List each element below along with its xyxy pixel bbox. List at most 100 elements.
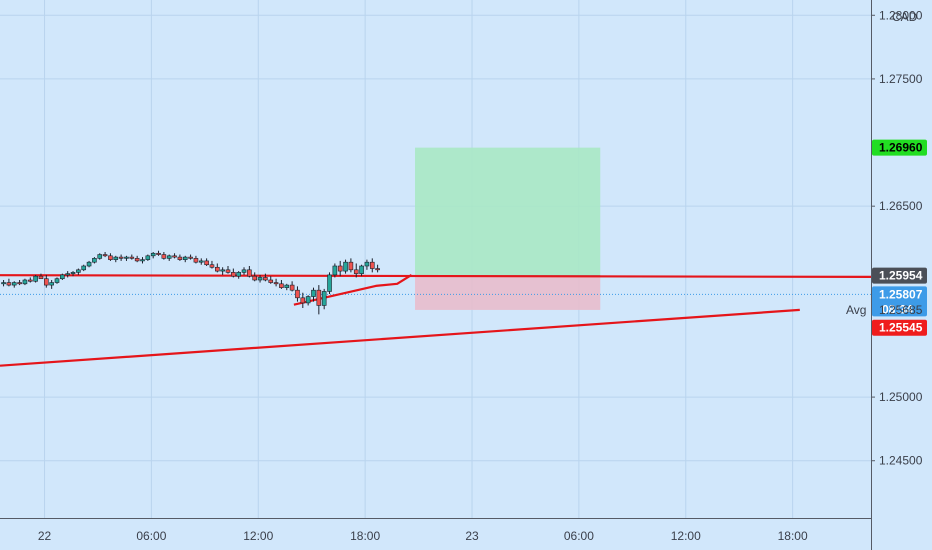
candle-body [263, 277, 268, 281]
candle [177, 254, 183, 261]
candle [209, 260, 215, 269]
candle [295, 286, 300, 302]
candle [49, 280, 54, 289]
candle [284, 283, 290, 291]
time-tick-label: 06:00 [136, 529, 166, 543]
candle-body [241, 269, 247, 273]
candle [33, 274, 38, 283]
candle-body [193, 258, 199, 263]
avg-value: 1.25685 [879, 303, 923, 317]
candle-body [332, 265, 338, 276]
loss-zone[interactable] [415, 275, 601, 310]
candle [311, 287, 316, 302]
candle-body [161, 254, 167, 259]
candle [86, 260, 92, 268]
time-tick-label: 18:00 [350, 529, 380, 543]
candle-body [198, 260, 204, 263]
candle-body [247, 269, 252, 277]
candle [1, 280, 6, 287]
price-tick-label: 1.28000 [879, 8, 923, 22]
candle [204, 258, 209, 266]
candle-body [273, 282, 279, 285]
time-tick-label: 12:00 [243, 529, 273, 543]
candle-body [359, 265, 364, 274]
candle-body [305, 296, 311, 304]
time-axis[interactable]: 22 06:00 12:00 18:00 23 06:00 12:00 18:00 [38, 529, 808, 543]
trendline[interactable] [0, 308, 800, 367]
price-tag [872, 319, 927, 336]
candle-body [33, 275, 38, 282]
candle-body [327, 274, 332, 292]
candle-body [86, 261, 92, 267]
avg-label: Avg [846, 303, 866, 317]
candle-body [375, 268, 380, 271]
candle-body [353, 269, 359, 274]
candle-body [252, 275, 258, 281]
candle-body [118, 256, 124, 259]
candle-body [289, 284, 295, 291]
candle-body [124, 256, 129, 259]
price-tag [872, 286, 927, 317]
candle [182, 255, 188, 263]
candle-body [54, 278, 60, 283]
candle [172, 253, 177, 259]
candle [156, 250, 161, 256]
candle [273, 278, 279, 287]
profit-zone[interactable] [415, 147, 601, 276]
candle [124, 255, 129, 261]
candle [118, 254, 124, 261]
candle [359, 264, 364, 277]
price-tick-label: 1.27500 [879, 72, 923, 86]
trendline[interactable] [293, 273, 413, 306]
candle [316, 285, 322, 315]
price-tick-label: 1.25000 [879, 390, 923, 404]
candle-body [22, 279, 28, 285]
candle [236, 271, 241, 279]
avg-label-box [840, 301, 871, 318]
candle-body [182, 256, 188, 260]
candle [279, 280, 284, 289]
candle-body [134, 258, 140, 262]
price-tag-value: 1.25545 [879, 321, 923, 335]
candle [140, 257, 145, 264]
candle [263, 273, 268, 282]
candle [108, 253, 113, 261]
candle-body [177, 256, 183, 260]
candle-body [337, 265, 343, 272]
price-tick-label: 1.24500 [879, 454, 923, 468]
candle-body [102, 254, 108, 257]
currency-label: CAD [892, 10, 918, 24]
candle-body [145, 255, 151, 260]
price-axis[interactable]: CAD 1.28000 1.27500 1.26500 1.25000 1.24500 [871, 8, 923, 468]
trendline[interactable] [0, 274, 872, 278]
candle [145, 254, 151, 261]
candle [134, 255, 140, 263]
candle [44, 274, 49, 288]
candle-body [364, 261, 370, 267]
price-tag [872, 139, 927, 156]
candle [252, 272, 258, 282]
candle-body [268, 279, 274, 283]
candle [289, 281, 295, 292]
candle [332, 263, 338, 278]
time-tick-label: 06:00 [564, 529, 594, 543]
candle [305, 295, 311, 306]
candle [6, 278, 12, 287]
candle [81, 264, 87, 272]
candle-body [279, 283, 284, 288]
candle-body [81, 265, 87, 271]
candle-body [44, 278, 49, 286]
candle [17, 280, 22, 286]
candle-body [1, 282, 6, 285]
time-tick-label: 18:00 [778, 529, 808, 543]
candle [60, 273, 65, 280]
candle [220, 267, 225, 275]
candle-body [60, 274, 65, 280]
trendlines[interactable] [0, 273, 872, 367]
candle-body [156, 252, 161, 255]
candle-body [225, 269, 231, 273]
candle [54, 277, 60, 284]
candle [27, 277, 33, 283]
